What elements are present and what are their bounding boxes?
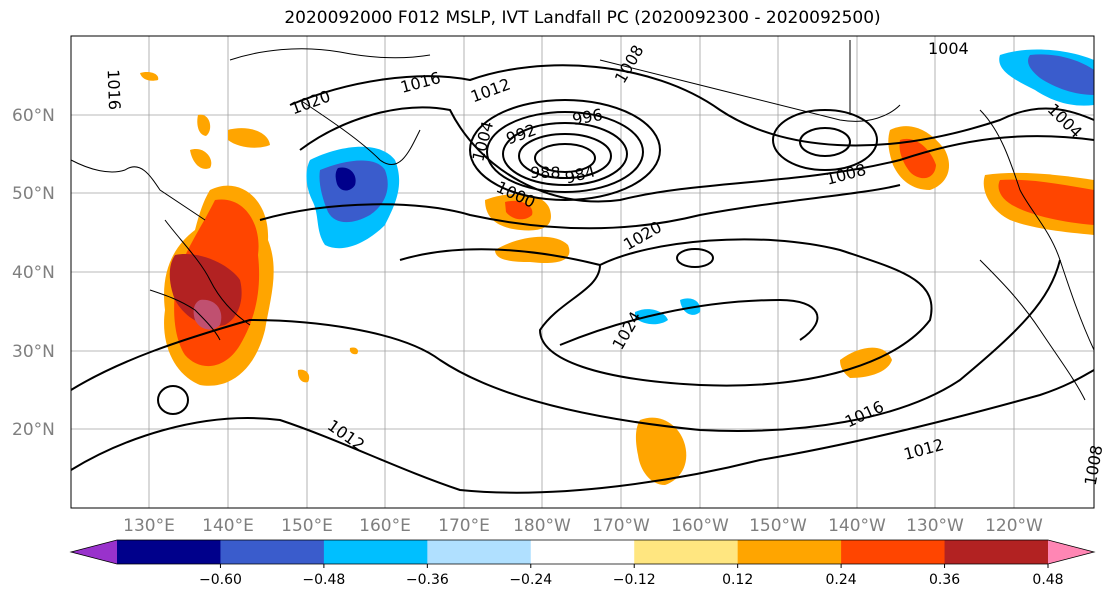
colorbar-tick-label: 0.48: [1032, 572, 1063, 588]
colorbar-tick-label: −0.36: [406, 572, 449, 588]
lon-label: 170°E: [438, 516, 490, 536]
lon-label: 160°W: [671, 516, 729, 536]
map-frame: [70, 35, 1095, 509]
colorbar-tick-label: 0.36: [929, 572, 960, 588]
lon-label: 120°W: [985, 516, 1043, 536]
colorbar-tick-label: −0.60: [199, 572, 242, 588]
contour-label: 1016: [104, 69, 124, 110]
colorbar-outline: [69, 539, 1096, 565]
lon-label: 130°E: [123, 516, 175, 536]
lon-label: 160°E: [359, 516, 411, 536]
lat-label: 50°N: [12, 184, 55, 204]
colorbar-bin: [530, 540, 635, 564]
colorbar-bin: [841, 540, 946, 564]
colorbar-tick-label: −0.24: [509, 572, 552, 588]
colorbar-bin: [323, 540, 428, 564]
colorbar-tick-label: 0.12: [722, 572, 753, 588]
colorbar-bin: [634, 540, 739, 564]
colorbar-bin: [117, 540, 221, 564]
coastlines: [70, 40, 1095, 401]
lon-label: 140°E: [202, 516, 254, 536]
contour-label: 1004: [928, 39, 969, 58]
lat-label: 30°N: [12, 342, 55, 362]
lon-label: 150°W: [749, 516, 807, 536]
lat-label: 40°N: [12, 263, 55, 283]
colorbar-extension-low: [71, 540, 117, 564]
colorbar-bin: [220, 540, 325, 564]
lon-label: 130°W: [906, 516, 964, 536]
lon-label: 140°W: [828, 516, 886, 536]
map-title: 2020092000 F012 MSLP, IVT Landfall PC (2…: [284, 8, 881, 28]
lat-label: 60°N: [12, 106, 55, 126]
mslp-contours: [70, 64, 1095, 494]
lon-label: 150°E: [281, 516, 333, 536]
colorbar-tick-label: −0.48: [302, 572, 345, 588]
colorbar-extension-high: [1048, 540, 1094, 564]
colorbar: −0.60 −0.48 −0.36 −0.24 −0.12 0.12 0.24 0.36 0.4…: [69, 539, 1096, 588]
colorbar-tick-label: −0.12: [613, 572, 656, 588]
lat-label: 20°N: [12, 420, 55, 440]
colorbar-bin: [737, 540, 842, 564]
colorbar-tick-label: 0.24: [826, 572, 857, 588]
colorbar-bin: [427, 540, 532, 564]
lon-label: 180°W: [513, 516, 571, 536]
colorbar-bin: [944, 540, 1049, 564]
contour-label: 988: [530, 163, 561, 182]
lon-label: 170°W: [592, 516, 650, 536]
